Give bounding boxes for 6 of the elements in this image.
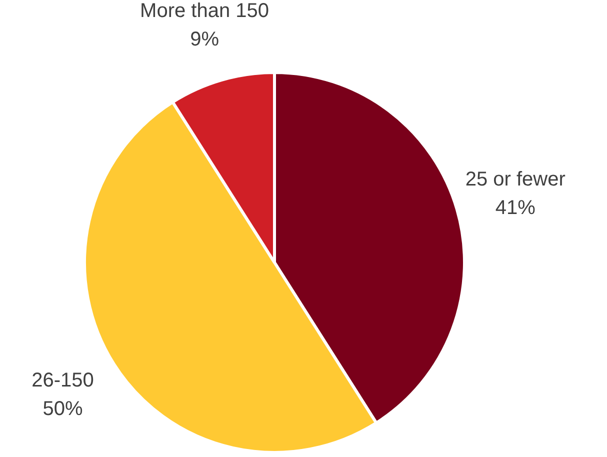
data-label: 50% — [42, 398, 83, 420]
slice-label: 25 or fewer — [465, 168, 566, 190]
slice-label: More than 150 — [140, 0, 270, 22]
slice-label: 26-150 — [32, 370, 94, 392]
data-label: 9% — [190, 28, 220, 51]
data-label: 41% — [495, 196, 536, 219]
